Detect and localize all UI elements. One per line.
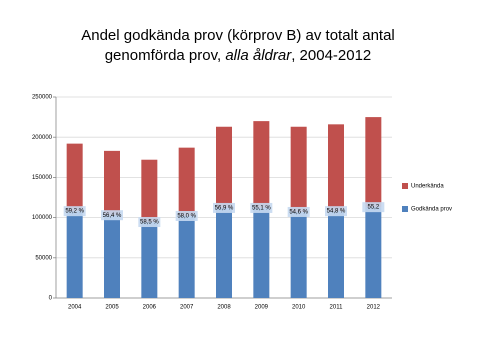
bar-segment xyxy=(290,211,307,298)
bar-segment xyxy=(178,147,195,216)
bar-segment xyxy=(328,211,344,298)
bar-segment xyxy=(216,207,232,298)
bar-segment xyxy=(66,211,83,298)
x-tick-label: 2006 xyxy=(143,305,157,311)
label-box xyxy=(101,210,123,221)
x-tick-label: 2004 xyxy=(68,305,82,311)
title-part: , 2004-2012 xyxy=(291,47,371,64)
x-tick-label: 2010 xyxy=(292,305,306,311)
data-label: 55,1 % xyxy=(252,206,271,212)
x-tick-label: 2011 xyxy=(330,305,344,311)
y-tick-label: 50000 xyxy=(35,255,52,261)
label-box xyxy=(362,202,385,213)
chart-title: genomförda prov, alla åldrar, 2004-2012 xyxy=(105,47,372,64)
data-label: 59,2 % xyxy=(65,209,84,215)
bar-segment xyxy=(253,207,270,298)
label-box xyxy=(325,206,347,217)
x-tick-label: 2009 xyxy=(255,305,269,311)
x-tick-label: 2008 xyxy=(217,305,231,311)
bar-segment xyxy=(328,124,344,212)
data-label: 56,9 % xyxy=(215,206,234,212)
legend-label: Underkända xyxy=(411,184,444,190)
y-tick-label: 200000 xyxy=(32,135,53,141)
data-label: 58,0 % xyxy=(177,214,196,220)
bar-segment xyxy=(141,222,158,298)
bar-segment xyxy=(365,117,382,208)
label-box xyxy=(138,217,161,228)
bar-segment xyxy=(216,126,232,208)
data-label: 54,6 % xyxy=(289,210,308,216)
bar-segment xyxy=(253,121,270,208)
title-part: alla åldrar xyxy=(225,47,292,64)
label-box xyxy=(250,202,273,213)
bar-segment xyxy=(66,143,83,212)
bar-segment xyxy=(141,159,158,223)
data-label: 54,8 % xyxy=(327,209,346,215)
y-tick-label: 100000 xyxy=(32,215,53,221)
y-tick-label: 150000 xyxy=(32,175,53,181)
chart-title: Andel godkända prov (körprov B) av total… xyxy=(81,27,395,44)
x-tick-label: 2005 xyxy=(105,305,119,311)
bar-segment xyxy=(104,150,120,216)
legend-swatch xyxy=(402,206,408,212)
legend-swatch xyxy=(402,183,408,189)
title-part: genomförda prov, xyxy=(105,47,226,64)
bar-segment xyxy=(104,215,120,298)
data-label: 55,2 xyxy=(367,205,379,211)
bar-segment xyxy=(365,207,382,298)
data-label: 58,5 % xyxy=(140,220,159,226)
label-box xyxy=(175,210,198,221)
y-tick-label: 0 xyxy=(49,296,53,302)
bar-segment xyxy=(178,215,195,298)
legend-label: Godkända prov xyxy=(411,207,452,213)
label-box xyxy=(287,206,310,217)
x-tick-label: 2012 xyxy=(367,305,381,311)
data-label: 56,4 % xyxy=(103,213,122,219)
label-box xyxy=(63,206,86,217)
y-tick-label: 250000 xyxy=(32,95,53,101)
x-tick-label: 2007 xyxy=(180,305,194,311)
label-box xyxy=(213,202,235,213)
bar-segment xyxy=(290,126,307,212)
